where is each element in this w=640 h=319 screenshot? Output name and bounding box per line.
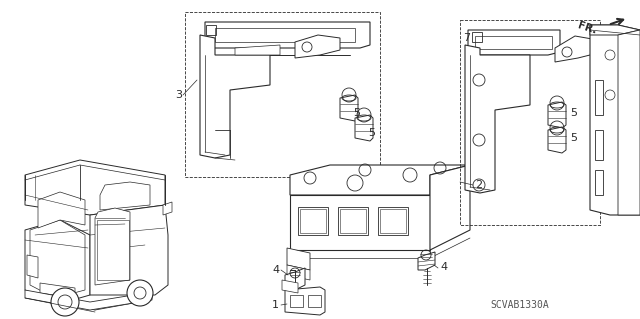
Bar [300, 209, 326, 233]
Bar [460, 20, 600, 225]
Polygon shape [295, 35, 340, 58]
Circle shape [134, 287, 146, 299]
Text: FR.: FR. [577, 20, 598, 36]
Polygon shape [215, 28, 355, 42]
Polygon shape [285, 287, 325, 315]
Polygon shape [90, 205, 168, 295]
Bar [298, 207, 328, 235]
Polygon shape [340, 95, 358, 121]
Polygon shape [205, 22, 370, 48]
Text: 5: 5 [368, 128, 375, 138]
Bar [595, 130, 603, 160]
Text: 5: 5 [570, 133, 577, 143]
Polygon shape [287, 265, 310, 280]
Bar [97, 220, 129, 280]
Circle shape [127, 280, 153, 306]
Polygon shape [548, 127, 566, 153]
Bar [595, 170, 603, 195]
Polygon shape [100, 182, 150, 210]
Bar [472, 32, 482, 42]
Polygon shape [430, 165, 470, 250]
Text: 5: 5 [570, 108, 577, 118]
Bar [595, 80, 603, 115]
Polygon shape [27, 255, 38, 278]
Polygon shape [418, 252, 435, 270]
Polygon shape [590, 25, 640, 35]
Polygon shape [25, 290, 152, 310]
Text: 4: 4 [440, 262, 447, 272]
Text: 2: 2 [475, 180, 482, 190]
Polygon shape [590, 25, 640, 215]
Bar [308, 295, 321, 307]
Polygon shape [290, 165, 470, 195]
Bar [340, 209, 366, 233]
Polygon shape [38, 192, 85, 228]
Bar [185, 12, 380, 177]
Polygon shape [555, 36, 598, 62]
Text: 3: 3 [175, 90, 182, 100]
Polygon shape [465, 45, 530, 193]
Polygon shape [40, 283, 75, 298]
Bar [380, 209, 406, 233]
Bar [206, 25, 216, 35]
Polygon shape [282, 280, 298, 293]
Polygon shape [618, 30, 640, 215]
Circle shape [58, 295, 72, 309]
Polygon shape [287, 248, 310, 270]
Polygon shape [25, 160, 165, 215]
Polygon shape [475, 36, 552, 49]
Text: 4: 4 [272, 265, 279, 275]
Text: SCVAB1330A: SCVAB1330A [491, 300, 549, 310]
Polygon shape [235, 45, 280, 55]
Polygon shape [163, 202, 172, 215]
Polygon shape [30, 220, 85, 298]
Polygon shape [290, 195, 430, 250]
Text: 1: 1 [272, 300, 279, 310]
Polygon shape [95, 208, 130, 285]
Polygon shape [285, 268, 305, 290]
Polygon shape [548, 102, 566, 128]
Bar [290, 295, 303, 307]
Text: 5: 5 [353, 108, 360, 118]
Polygon shape [25, 220, 90, 305]
Bar [338, 207, 368, 235]
Polygon shape [355, 115, 373, 141]
Circle shape [51, 288, 79, 316]
Bar [378, 207, 408, 235]
Text: 7: 7 [463, 33, 470, 43]
Polygon shape [200, 35, 270, 158]
Polygon shape [468, 30, 560, 55]
